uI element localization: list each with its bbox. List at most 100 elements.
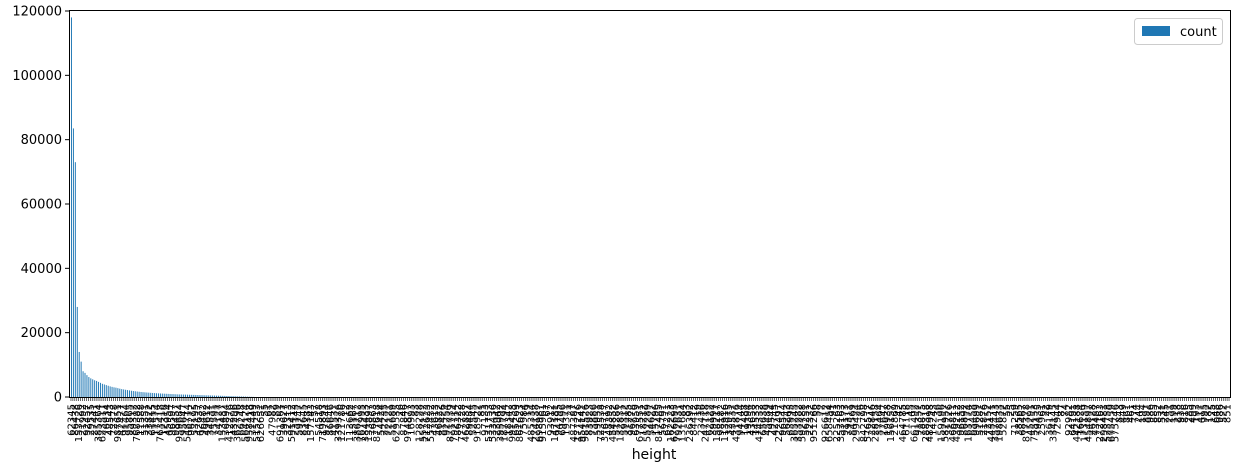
x-tick-label: 462837 [461,404,472,442]
x-tick-label: 58 [813,404,824,417]
x-tick-label: 71259 [1010,404,1021,436]
legend-swatch-count [1142,26,1170,36]
bar [99,382,101,397]
x-tick-label: 97133 [480,404,491,436]
x-tick-label: 218 [1172,404,1183,423]
x-tick-label: 34531 [206,404,217,436]
x-tick-label: 173139 [1080,404,1091,442]
x-tick-label: 131684 [677,404,688,442]
x-tick-label: 95865 [124,404,135,436]
x-tick-label: 482998 [925,404,936,442]
x-tick-label: 128228 [414,404,425,442]
x-tick-label: 974877 [403,404,414,442]
x-tick-label: 34127 [213,404,224,436]
bar [202,395,204,397]
x-tick-label: 675459 [1107,404,1118,442]
bar [136,391,138,397]
x-tick-label: 958418 [244,404,255,442]
x-tick-label: 26 [395,404,406,417]
x-tick-label: 194 [1138,404,1149,423]
x-tick-label: 629535 [391,404,402,442]
x-tick-label: 86892 [960,404,971,436]
bar [88,377,90,397]
x-tick-label: 991453 [507,404,518,442]
x-tick-label: 156157 [886,404,897,442]
x-tick-label: 522 [1219,404,1230,423]
x-tick-label: 43296 [229,404,240,436]
bar [103,384,105,397]
bar [146,392,148,397]
x-tick-label: 56791 [658,404,669,436]
bar [86,375,88,397]
x-tick-label: 75984 [519,404,530,436]
x-tick-label: 94795 [554,404,565,436]
x-tick-label: 768382 [132,404,143,442]
x-tick-label: 61 [264,404,275,417]
x-tick-label: 158217 [712,404,723,442]
y-tick-label: 0 [54,391,62,406]
bar [132,391,134,397]
bar [130,390,132,397]
x-tick-marks [70,397,1230,401]
x-tick-label: 228158 [871,404,882,442]
bar [157,393,159,397]
bar [90,378,92,397]
y-axis-ticks: 0 20000 40000 60000 80000 100000 120000 [12,5,70,406]
x-tick-label: 26128 [1087,404,1098,436]
bar [217,395,219,397]
x-tick-label: 113662 [345,404,356,442]
x-tick-label: 42637 [194,404,205,436]
bar [223,395,225,397]
x-tick-label: 11588 [136,404,147,436]
x-tick-label: 72944 [1052,404,1063,436]
x-tick-label: 677551 [635,404,646,442]
x-tick-label: 986 [1215,404,1226,423]
x-tick-label: 385364 [94,404,105,442]
x-tick-label: 29535 [86,404,97,436]
x-tick-label: 84412 [689,404,700,436]
x-tick-label: 43531 [728,404,739,436]
x-tick-label-band: 6234586438153726219929245729535274413853… [66,404,1233,442]
x-tick-label: 891 [1141,404,1152,423]
x-tick-label: 91 [828,404,839,417]
x-tick-label: 251 [1165,404,1176,423]
x-tick-label: 91173 [840,404,851,436]
x-tick-label: 792714 [449,404,460,442]
x-tick-label: 54518 [314,404,325,436]
bar [117,388,119,397]
bar [159,393,161,397]
x-tick-label: 376717 [600,404,611,442]
bar [138,391,140,397]
x-tick-label: 431876 [732,404,743,442]
x-tick-label: 843 [1114,404,1125,423]
x-tick-label: 531 [1157,404,1168,423]
bar [183,394,185,397]
x-tick-label: 15167 [349,404,360,436]
x-tick-label: 92982 [1064,404,1075,436]
x-tick-label: 54387 [302,404,313,436]
bar [204,395,206,397]
x-tick-label: 18342 [503,404,514,436]
x-tick-label: 48543 [105,404,116,436]
x-tick-label: 339376 [333,404,344,442]
x-tick-label: 362796 [233,404,244,442]
x-tick-label: 64191 [1068,404,1079,436]
x-tick-label: 285 [1184,404,1195,423]
x-tick-label: 454852 [608,404,619,442]
x-tick-label: 95647 [179,404,190,436]
x-tick-label: 236392 [685,404,696,442]
x-tick-label: 386712 [353,404,364,442]
x-tick-label: 247118 [701,404,712,442]
x-tick-label: 357443 [991,404,1002,442]
x-tick-label: 52872 [998,404,1009,436]
x-tick-label: 25 [1006,404,1017,417]
x-tick-label: 21876 [979,404,990,436]
x-tick-label: 661492 [909,404,920,442]
x-tick-label: 65638 [759,404,770,436]
bar [107,385,109,397]
x-tick-label: 96272 [186,404,197,436]
y-tick-label: 80000 [21,133,62,148]
x-tick-label: 852 [1153,404,1164,423]
x-tick-label: 23942 [492,404,503,436]
x-tick-label: 755153 [1029,404,1040,442]
